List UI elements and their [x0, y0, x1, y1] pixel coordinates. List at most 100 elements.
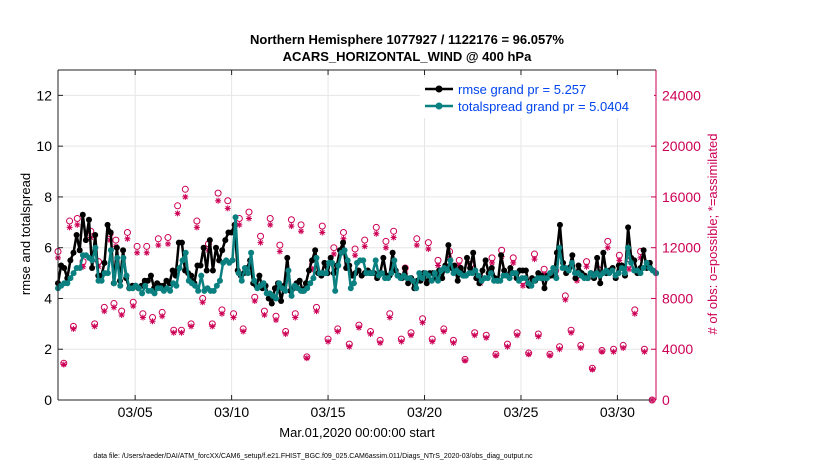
obs-possible-marker: [266, 215, 274, 222]
legend-marker-rmse: [435, 85, 443, 93]
rmse-point: [73, 232, 80, 238]
totalspread-point: [76, 265, 83, 271]
rmse-point: [423, 280, 430, 287]
rmse-point: [507, 265, 514, 271]
obs-assimilated-marker: [489, 259, 496, 266]
totalspread-point: [142, 282, 149, 289]
rmse-point: [488, 265, 495, 271]
rmse-point: [302, 280, 309, 287]
rmse-point: [380, 254, 387, 261]
totalspread-point: [307, 280, 314, 287]
totalspread-point: [347, 285, 354, 292]
y-tick-label: 10: [36, 138, 52, 154]
totalspread-point: [120, 254, 127, 261]
totalspread-point: [107, 247, 114, 254]
obs-assimilated-marker: [631, 310, 638, 317]
rmse-point: [600, 249, 607, 256]
rmse-point: [569, 252, 576, 259]
y2-tick-label: 0: [662, 392, 670, 408]
obs-possible-marker: [372, 223, 380, 231]
totalspread-point: [70, 270, 77, 277]
rmse-point: [178, 239, 185, 246]
rmse-point: [321, 259, 328, 266]
totalspread-point: [64, 280, 71, 287]
obs-assimilated-marker: [218, 310, 225, 317]
obs-assimilated-marker: [340, 235, 347, 242]
obs-assimilated-marker: [70, 325, 77, 332]
obs-possible-marker: [382, 237, 390, 245]
obs-assimilated-marker: [620, 344, 627, 351]
totalspread-point: [192, 282, 199, 289]
totalspread-point: [385, 275, 392, 282]
totalspread-point: [232, 214, 239, 221]
totalspread-point: [550, 265, 557, 271]
y2-tick-label: 24000: [662, 87, 701, 103]
obs-assimilated-marker: [139, 314, 146, 321]
obs-possible-marker: [143, 242, 151, 250]
obs-assimilated-marker: [462, 357, 469, 364]
obs-possible-marker: [287, 216, 295, 224]
rmse-point: [76, 247, 83, 254]
legend-label-rmse: rmse grand pr = 5.257: [458, 82, 586, 97]
totalspread-point: [111, 280, 118, 287]
obs-markers: [54, 185, 656, 404]
totalspread-point: [419, 275, 426, 282]
totalspread-point: [114, 254, 121, 261]
obs-assimilated-marker: [60, 361, 67, 368]
obs-assimilated-marker: [352, 252, 359, 259]
obs-possible-marker: [257, 232, 265, 240]
obs-possible-marker: [245, 208, 253, 216]
obs-assimilated-marker: [282, 331, 289, 337]
obs-assimilated-marker: [101, 308, 108, 315]
obs-assimilated-marker: [159, 313, 166, 320]
totalspread-point: [304, 285, 311, 292]
obs-possible-marker: [424, 239, 432, 247]
obs-assimilated-marker: [450, 339, 457, 346]
obs-assimilated-marker: [272, 317, 279, 324]
y-tick-label: 6: [44, 240, 52, 256]
totalspread-point: [151, 290, 158, 297]
rmse-point: [113, 244, 120, 251]
totalspread-point: [475, 272, 482, 279]
obs-possible-marker: [112, 236, 120, 244]
totalspread-point: [182, 249, 189, 256]
obs-assimilated-marker: [149, 318, 156, 325]
totalspread-point: [213, 282, 220, 289]
obs-possible-marker: [154, 235, 162, 243]
totalspread-point: [522, 275, 529, 282]
totalspread-point: [497, 277, 504, 284]
obs-assimilated-marker: [134, 249, 141, 256]
obs-assimilated-marker: [74, 221, 81, 228]
totalspread-point: [260, 280, 267, 287]
rmse-point: [203, 267, 210, 274]
obs-possible-marker: [193, 217, 201, 225]
obs-possible-marker: [174, 202, 182, 210]
chart-subtitle: ACARS_HORIZONTAL_WIND @ 400 hPa: [283, 49, 532, 64]
obs-assimilated-marker: [110, 304, 117, 311]
totalspread-point: [173, 282, 180, 289]
obs-assimilated-marker: [408, 332, 415, 339]
totalspread-point: [176, 265, 183, 271]
totalspread-point: [512, 270, 519, 277]
obs-assimilated-marker: [598, 348, 605, 355]
obs-assimilated-marker: [583, 263, 590, 270]
obs-possible-marker: [604, 237, 612, 245]
y2-tick-label: 8000: [662, 290, 693, 306]
obs-assimilated-marker: [546, 352, 553, 359]
obs-assimilated-marker: [519, 282, 526, 289]
obs-possible-marker: [339, 228, 347, 236]
totalspread-point: [410, 277, 417, 284]
obs-assimilated-marker: [483, 334, 490, 341]
rmse-point: [575, 262, 582, 269]
totalspread-point: [447, 257, 454, 264]
obs-assimilated-marker: [471, 332, 478, 339]
totalspread-point: [335, 262, 342, 269]
totalspread-point: [425, 272, 432, 279]
totalspread-point: [615, 270, 622, 277]
obs-assimilated-marker: [245, 215, 252, 222]
obs-assimilated-marker: [625, 266, 632, 273]
rmse-point: [640, 247, 647, 254]
y-tick-label: 0: [44, 392, 52, 408]
obs-assimilated-marker: [398, 338, 405, 345]
totalspread-point: [609, 267, 616, 274]
